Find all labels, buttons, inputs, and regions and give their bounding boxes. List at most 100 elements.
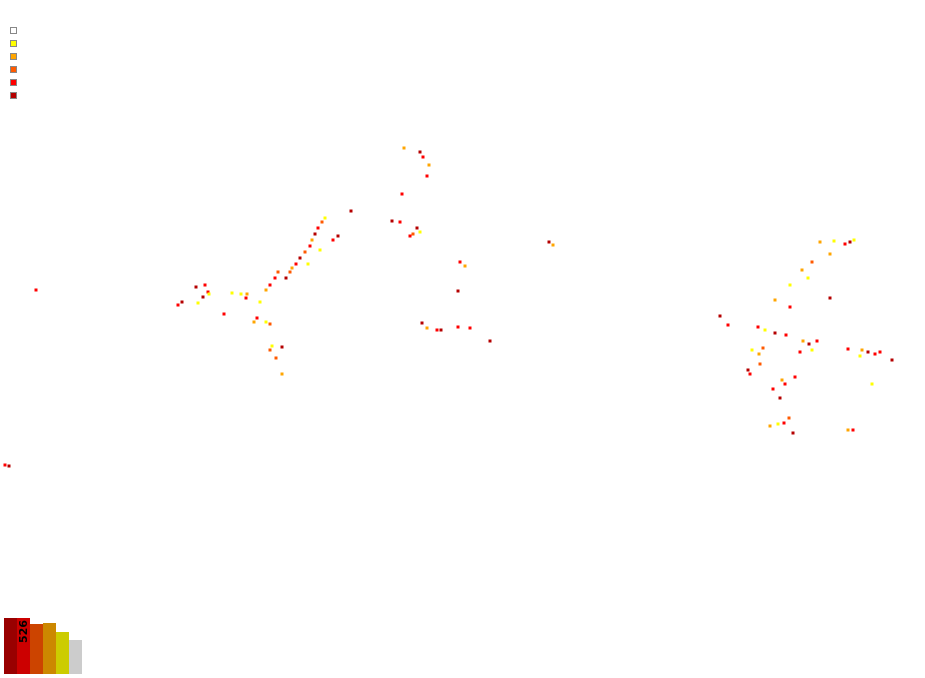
legend-swatch xyxy=(10,53,17,60)
map-marker xyxy=(873,352,877,356)
map-marker xyxy=(810,260,814,264)
map-marker xyxy=(746,368,750,372)
map-marker xyxy=(415,226,419,230)
map-marker xyxy=(201,295,205,299)
map-marker xyxy=(284,276,288,280)
map-marker xyxy=(273,276,277,280)
map-marker xyxy=(726,323,730,327)
map-marker xyxy=(866,350,870,354)
histogram-bar xyxy=(43,623,56,674)
map-marker xyxy=(280,372,284,376)
legend-swatch xyxy=(10,79,17,86)
map-marker xyxy=(456,325,460,329)
map-marker xyxy=(547,240,551,244)
map-marker xyxy=(815,339,819,343)
map-marker xyxy=(761,346,765,350)
map-marker xyxy=(846,347,850,351)
map-marker xyxy=(748,372,752,376)
map-marker xyxy=(852,238,856,242)
map-marker xyxy=(791,431,795,435)
map-marker xyxy=(264,288,268,292)
map-marker xyxy=(828,252,832,256)
histogram-bar xyxy=(69,640,82,674)
map-marker xyxy=(308,244,312,248)
legend-swatch xyxy=(10,66,17,73)
map-marker xyxy=(34,288,38,292)
map-marker xyxy=(870,382,874,386)
map-marker xyxy=(801,339,805,343)
map-marker xyxy=(276,270,280,274)
map-marker xyxy=(421,155,425,159)
histogram-bar xyxy=(30,624,43,674)
map-marker xyxy=(290,266,294,270)
map-marker xyxy=(270,344,274,348)
map-marker xyxy=(402,146,406,150)
map-marker xyxy=(268,348,272,352)
map-marker xyxy=(425,174,429,178)
map-marker xyxy=(788,305,792,309)
map-marker xyxy=(750,348,754,352)
map-marker xyxy=(768,424,772,428)
map-marker xyxy=(7,464,11,468)
map-marker xyxy=(252,320,256,324)
map-marker xyxy=(800,268,804,272)
map-marker xyxy=(207,292,211,296)
map-marker xyxy=(294,262,298,266)
map-marker xyxy=(776,422,780,426)
map-marker xyxy=(331,238,335,242)
map-marker xyxy=(758,362,762,366)
map-marker xyxy=(860,348,864,352)
map-marker xyxy=(390,219,394,223)
map-marker xyxy=(488,339,492,343)
map-marker xyxy=(458,260,462,264)
map-marker xyxy=(418,150,422,154)
map-marker xyxy=(3,463,7,467)
map-marker xyxy=(245,292,249,296)
map-marker xyxy=(756,325,760,329)
map-marker xyxy=(411,232,415,236)
map-marker xyxy=(427,163,431,167)
map-marker xyxy=(176,303,180,307)
map-marker xyxy=(846,428,850,432)
map-marker xyxy=(773,298,777,302)
map-marker xyxy=(280,345,284,349)
map-marker xyxy=(298,256,302,260)
map-marker xyxy=(793,375,797,379)
map-marker xyxy=(180,300,184,304)
histogram-bar xyxy=(4,618,17,674)
map-marker xyxy=(468,326,472,330)
legend-swatch xyxy=(10,92,17,99)
map-marker xyxy=(398,220,402,224)
map-marker xyxy=(858,354,862,358)
map-marker xyxy=(818,240,822,244)
map-marker xyxy=(230,291,234,295)
map-marker xyxy=(551,243,555,247)
map-marker xyxy=(848,240,852,244)
map-marker xyxy=(456,289,460,293)
map-marker xyxy=(784,333,788,337)
map-marker xyxy=(303,250,307,254)
map-marker xyxy=(420,321,424,325)
map-marker xyxy=(264,320,268,324)
map-marker xyxy=(336,234,340,238)
map-marker xyxy=(828,296,832,300)
map-marker xyxy=(268,283,272,287)
map-marker xyxy=(418,230,422,234)
map-marker xyxy=(771,387,775,391)
map-marker xyxy=(832,239,836,243)
map-marker xyxy=(274,356,278,360)
map-marker xyxy=(890,358,894,362)
legend-swatch xyxy=(10,40,17,47)
histogram-bar xyxy=(56,632,69,674)
map-marker xyxy=(780,378,784,382)
map-marker xyxy=(439,328,443,332)
histogram-bar: 526 xyxy=(17,618,30,674)
map-marker xyxy=(773,331,777,335)
map-marker xyxy=(349,209,353,213)
map-marker xyxy=(306,262,310,266)
map-marker xyxy=(203,283,207,287)
map-marker xyxy=(878,350,882,354)
map-marker xyxy=(463,264,467,268)
map-marker xyxy=(788,283,792,287)
